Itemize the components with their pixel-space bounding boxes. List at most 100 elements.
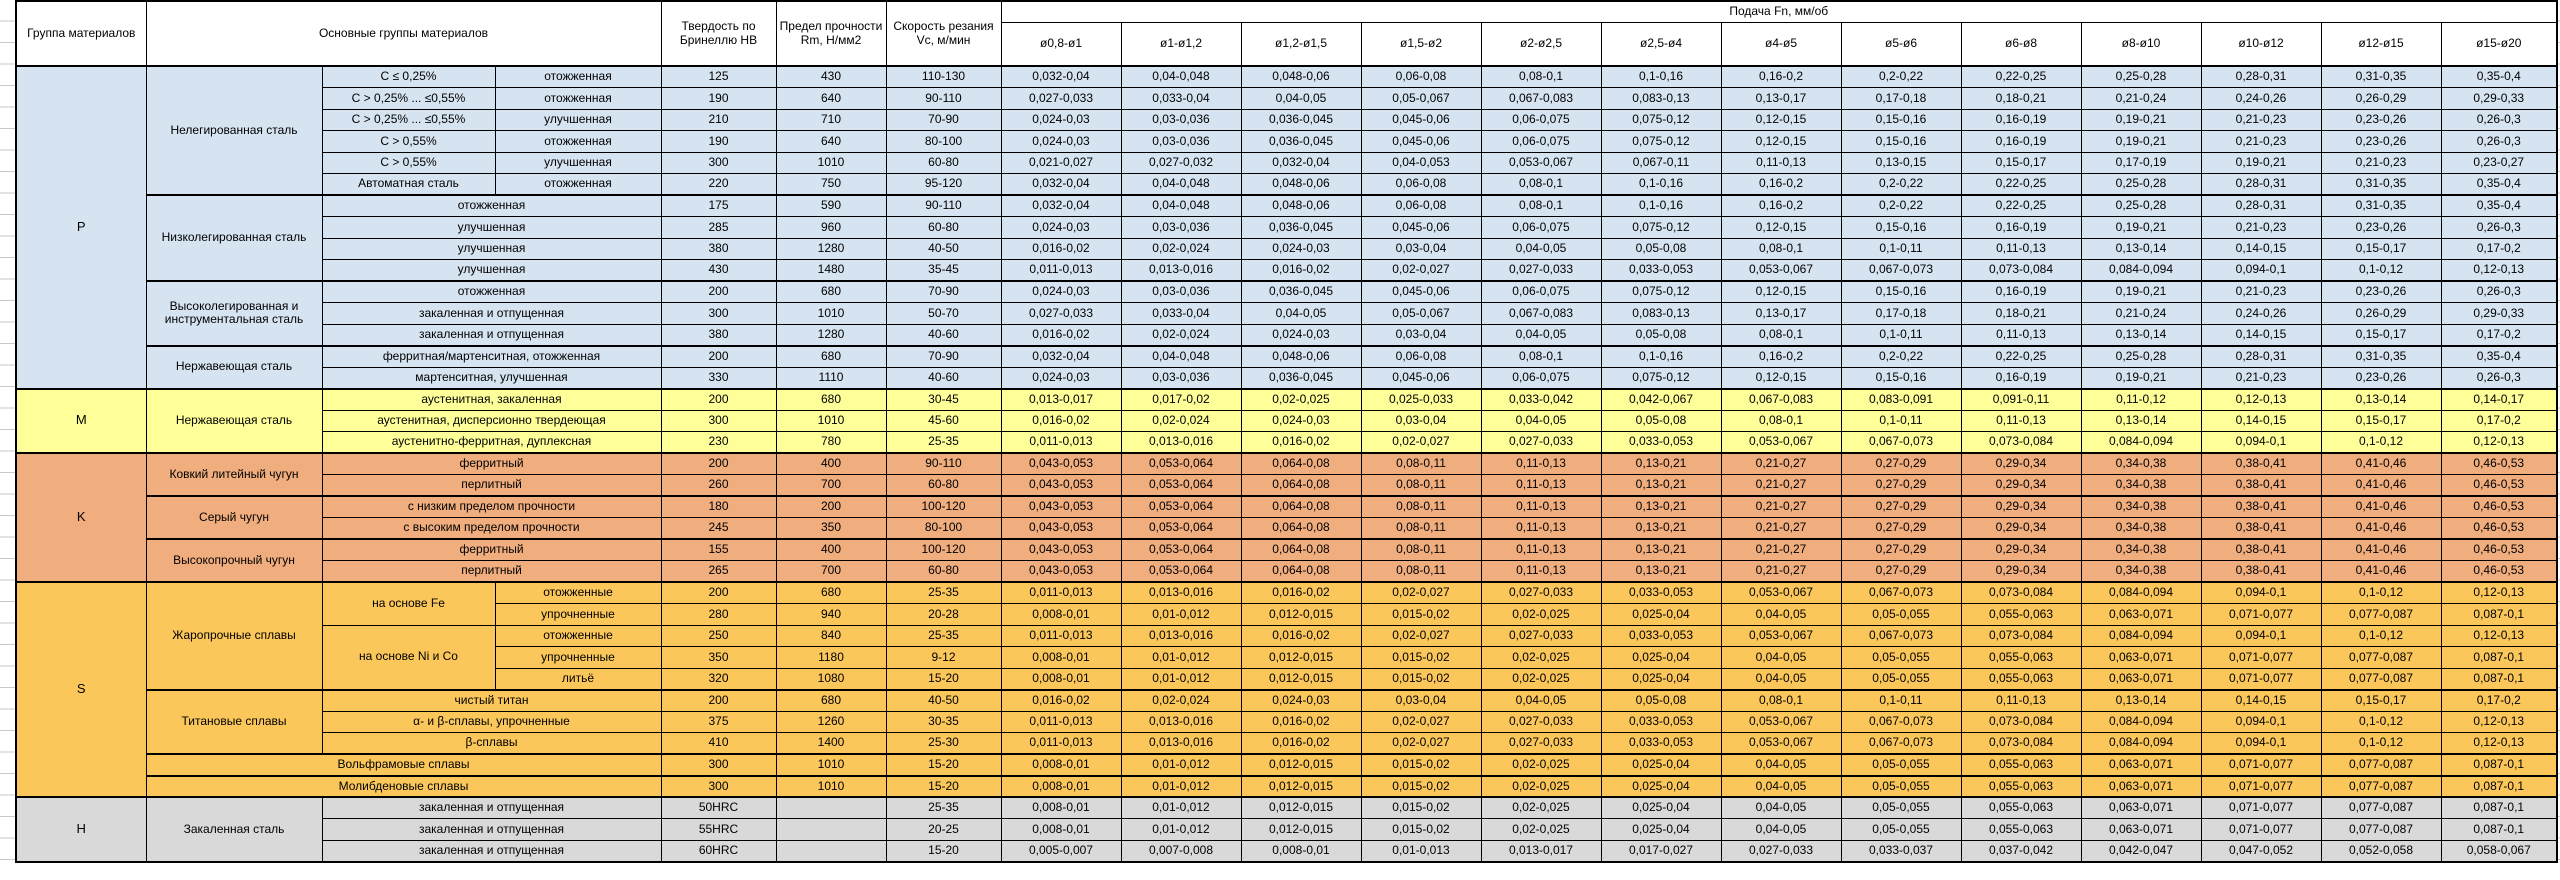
feed-cell[interactable]: 0,02-0,025 [1240,387,1362,411]
feed-cell[interactable]: 0,25-0,28 [2080,194,2202,217]
feed-cell[interactable]: 0,15-0,16 [1840,216,1962,239]
feed-cell[interactable]: 0,015-0,02 [1360,646,1482,669]
feed-cell[interactable]: 0,067-0,083 [1480,87,1602,110]
header-diameter-range[interactable]: ø2-ø2,5 [1480,21,1602,67]
vc-cell[interactable]: 100-120 [885,538,1002,561]
feed-cell[interactable]: 0,23-0,26 [2320,280,2442,303]
feed-cell[interactable]: 0,1-0,11 [1840,237,1962,260]
feed-cell[interactable]: 0,036-0,045 [1240,108,1362,131]
feed-cell[interactable]: 0,073-0,084 [1960,259,2082,282]
feed-cell[interactable]: 0,28-0,31 [2200,173,2322,196]
feed-cell[interactable]: 0,008-0,01 [1000,753,1122,776]
feed-cell[interactable]: 0,19-0,21 [2080,280,2202,303]
material-cell[interactable]: Высокопрочный чугун [145,538,323,583]
feed-cell[interactable]: 0,008-0,01 [1000,667,1122,690]
feed-cell[interactable]: 0,08-0,1 [1720,409,1842,432]
material-cell[interactable]: Вольфрамовые сплавы [145,753,662,776]
feed-cell[interactable]: 0,23-0,27 [2440,151,2558,174]
hb-cell[interactable]: 285 [660,216,777,239]
subgroup-cell[interactable]: С > 0,55% [321,130,496,153]
feed-cell[interactable]: 0,13-0,21 [1600,560,1722,583]
rm-cell[interactable]: 1080 [775,667,887,690]
feed-cell[interactable]: 0,064-0,08 [1240,538,1362,561]
feed-cell[interactable]: 0,08-0,1 [1720,688,1842,712]
feed-cell[interactable]: 0,053-0,067 [1720,624,1842,647]
feed-cell[interactable]: 0,21-0,27 [1720,495,1842,518]
feed-cell[interactable]: 0,071-0,077 [2200,646,2322,669]
feed-cell[interactable]: 0,02-0,027 [1360,259,1482,282]
feed-cell[interactable]: 0,087-0,1 [2440,646,2558,669]
rm-cell[interactable]: 640 [775,130,887,153]
vc-cell[interactable]: 20-25 [885,818,1002,841]
feed-cell[interactable]: 0,064-0,08 [1240,474,1362,497]
feed-cell[interactable]: 0,087-0,1 [2440,753,2558,776]
feed-cell[interactable]: 0,05-0,067 [1360,87,1482,110]
feed-cell[interactable]: 0,075-0,12 [1600,366,1722,389]
feed-cell[interactable]: 0,04-0,05 [1720,646,1842,669]
feed-cell[interactable]: 0,29-0,34 [1960,538,2082,561]
feed-cell[interactable]: 0,024-0,03 [1000,130,1122,153]
header-diameter-range[interactable]: ø2,5-ø4 [1600,21,1722,67]
feed-cell[interactable]: 0,1-0,16 [1600,65,1722,88]
feed-cell[interactable]: 0,21-0,27 [1720,452,1842,475]
treatment-cell[interactable]: улучшенная [321,216,662,239]
feed-cell[interactable]: 0,071-0,077 [2200,818,2322,841]
vc-cell[interactable]: 15-20 [885,774,1002,798]
feed-cell[interactable]: 0,04-0,048 [1120,65,1242,88]
subgroup-cell[interactable]: С ≤ 0,25% [321,65,496,88]
feed-cell[interactable]: 0,067-0,073 [1840,732,1962,755]
feed-cell[interactable]: 0,24-0,26 [2200,87,2322,110]
feed-cell[interactable]: 0,25-0,28 [2080,344,2202,368]
feed-cell[interactable]: 0,04-0,048 [1120,344,1242,368]
feed-cell[interactable]: 0,11-0,13 [1480,452,1602,475]
feed-cell[interactable]: 0,13-0,14 [2080,323,2202,346]
rm-cell[interactable]: 940 [775,603,887,626]
feed-cell[interactable]: 0,03-0,036 [1120,130,1242,153]
header-diameter-range[interactable]: ø1,2-ø1,5 [1240,21,1362,67]
rm-cell[interactable]: 710 [775,108,887,131]
feed-cell[interactable]: 0,23-0,26 [2320,216,2442,239]
feed-cell[interactable]: 0,35-0,4 [2440,194,2558,217]
feed-cell[interactable]: 0,17-0,2 [2440,323,2558,346]
hb-cell[interactable]: 220 [660,173,777,196]
vc-cell[interactable]: 95-120 [885,173,1002,196]
feed-cell[interactable]: 0,016-0,02 [1240,581,1362,604]
hb-cell[interactable]: 330 [660,366,777,389]
rm-cell[interactable]: 780 [775,431,887,454]
feed-cell[interactable]: 0,077-0,087 [2320,646,2442,669]
feed-cell[interactable]: 0,04-0,048 [1120,173,1242,196]
group-code-H[interactable]: H [15,796,147,862]
feed-cell[interactable]: 0,013-0,016 [1120,732,1242,755]
feed-cell[interactable]: 0,033-0,042 [1480,387,1602,411]
feed-cell[interactable]: 0,036-0,045 [1240,130,1362,153]
feed-cell[interactable]: 0,1-0,12 [2320,732,2442,755]
feed-cell[interactable]: 0,032-0,04 [1000,65,1122,88]
feed-cell[interactable]: 0,058-0,067 [2440,839,2558,862]
feed-cell[interactable]: 0,025-0,033 [1360,387,1482,411]
treatment-cell[interactable]: улучшенная [321,237,662,260]
feed-cell[interactable]: 0,18-0,21 [1960,302,2082,325]
feed-cell[interactable]: 0,067-0,073 [1840,710,1962,733]
feed-cell[interactable]: 0,063-0,071 [2080,818,2202,841]
feed-cell[interactable]: 0,043-0,053 [1000,538,1122,561]
feed-cell[interactable]: 0,008-0,01 [1000,646,1122,669]
feed-cell[interactable]: 0,048-0,06 [1240,173,1362,196]
subgroup-cell[interactable]: Автоматная сталь [321,173,496,196]
feed-cell[interactable]: 0,05-0,055 [1840,753,1962,776]
vc-cell[interactable]: 45-60 [885,409,1002,432]
feed-cell[interactable]: 0,21-0,24 [2080,302,2202,325]
feed-cell[interactable]: 0,094-0,1 [2200,624,2322,647]
feed-cell[interactable]: 0,08-0,11 [1360,560,1482,583]
header-diameter-range[interactable]: ø8-ø10 [2080,21,2202,67]
feed-cell[interactable]: 0,38-0,41 [2200,452,2322,475]
material-cell[interactable]: Закаленная сталь [145,796,323,862]
feed-cell[interactable]: 0,015-0,02 [1360,753,1482,776]
feed-cell[interactable]: 0,015-0,02 [1360,667,1482,690]
feed-cell[interactable]: 0,21-0,27 [1720,517,1842,540]
feed-cell[interactable]: 0,41-0,46 [2320,452,2442,475]
subgroup-cell[interactable]: С > 0,55% [321,151,496,174]
feed-cell[interactable]: 0,024-0,03 [1240,409,1362,432]
feed-cell[interactable]: 0,34-0,38 [2080,474,2202,497]
header-main-groups[interactable]: Основные группы материалов [145,0,662,67]
treatment-cell[interactable]: закаленная и отпущенная [321,839,662,862]
